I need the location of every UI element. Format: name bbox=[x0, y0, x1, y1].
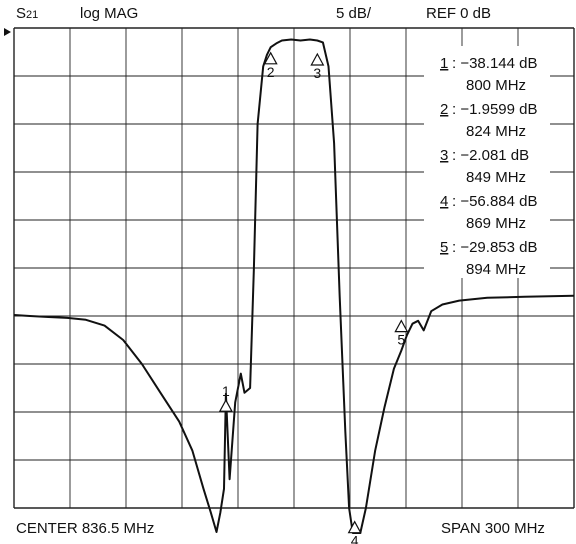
readout-frequency: 800 MHz bbox=[466, 77, 526, 94]
parameter-subscript: 21 bbox=[26, 9, 39, 21]
marker-readout: 1: −38.144 dB 800 MHz 2: −1.9599 dB 824 MHz… bbox=[440, 55, 538, 278]
markers: 1 2 3 4 5 bbox=[218, 51, 409, 544]
readout-row-4: 4: −56.884 dB 869 MHz bbox=[440, 193, 538, 232]
marker-triangle-icon bbox=[218, 398, 233, 412]
readout-marker-number: 5 bbox=[440, 239, 448, 256]
marker-5: 5 bbox=[394, 319, 409, 348]
marker-1: 1 bbox=[218, 383, 233, 412]
readout-row-1: 1: −38.144 dB 800 MHz bbox=[440, 55, 538, 94]
marker-readout-background bbox=[424, 46, 550, 278]
marker-triangle-icon bbox=[347, 520, 362, 534]
marker-triangle-icon bbox=[263, 51, 278, 65]
display-format: log MAG bbox=[80, 5, 139, 22]
readout-row-2: 2: −1.9599 dB 824 MHz bbox=[440, 101, 538, 140]
readout-frequency: 894 MHz bbox=[466, 261, 526, 278]
readout-row-5: 5: −29.853 dB 894 MHz bbox=[440, 239, 538, 278]
marker-2: 2 bbox=[263, 51, 278, 80]
readout-value: : −2.081 dB bbox=[452, 147, 529, 164]
marker-number: 3 bbox=[313, 65, 321, 81]
scale-per-division: 5 dB/ bbox=[336, 5, 372, 22]
marker-3: 3 bbox=[310, 52, 325, 81]
readout-marker-number: 4 bbox=[440, 193, 448, 210]
frequency-span: SPAN 300 MHz bbox=[441, 520, 545, 537]
marker-number: 4 bbox=[351, 533, 359, 544]
readout-row-3: 3: −2.081 dB 849 MHz bbox=[440, 147, 529, 186]
center-frequency: CENTER 836.5 MHz bbox=[16, 520, 155, 537]
readout-marker-number: 1 bbox=[440, 55, 448, 72]
parameter-symbol: S bbox=[16, 5, 27, 22]
marker-number: 2 bbox=[267, 64, 275, 80]
s21-trace bbox=[13, 38, 575, 534]
readout-frequency: 849 MHz bbox=[466, 169, 526, 186]
readout-marker-number: 3 bbox=[440, 147, 448, 164]
marker-number: 1 bbox=[222, 383, 230, 399]
readout-frequency: 824 MHz bbox=[466, 123, 526, 140]
measurement-parameter: S21 bbox=[16, 5, 38, 22]
readout-value: : −38.144 dB bbox=[452, 55, 538, 72]
readout-frequency: 869 MHz bbox=[466, 215, 526, 232]
marker-triangle-icon bbox=[394, 319, 409, 333]
reference-level: REF 0 dB bbox=[426, 5, 492, 22]
reference-arrow-icon bbox=[4, 28, 11, 36]
readout-value: : −29.853 dB bbox=[452, 239, 538, 256]
readout-value: : −1.9599 dB bbox=[452, 101, 538, 118]
marker-triangle-icon bbox=[310, 52, 325, 66]
marker-4: 4 bbox=[347, 520, 362, 544]
readout-value: : −56.884 dB bbox=[452, 193, 538, 210]
marker-number: 5 bbox=[397, 332, 405, 348]
readout-marker-number: 2 bbox=[440, 101, 448, 118]
